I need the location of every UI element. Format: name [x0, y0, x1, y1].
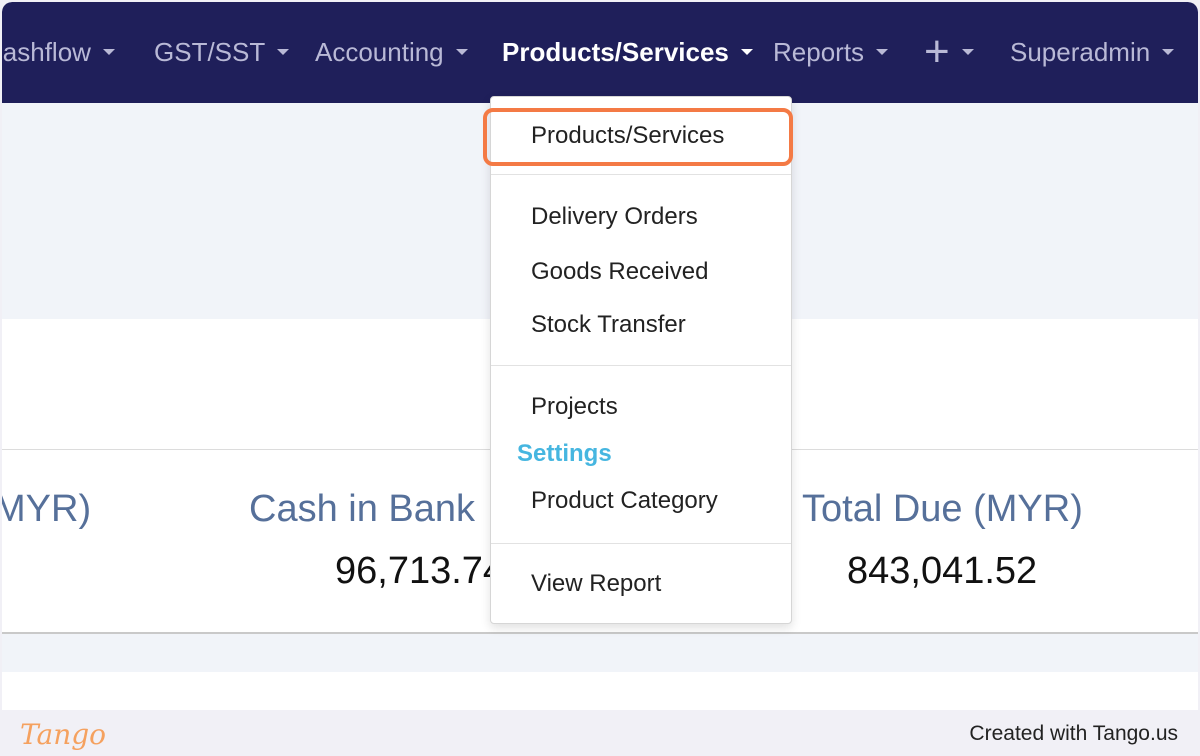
chevron-down-icon [277, 49, 290, 55]
nav-products-services[interactable]: Products/Services [502, 34, 753, 70]
menu-item-stock-transfer[interactable]: Stock Transfer [531, 311, 686, 338]
menu-item-projects[interactable]: Projects [531, 393, 618, 420]
nav-cashflow[interactable]: Cashflow [2, 34, 115, 70]
menu-header-settings: Settings [517, 440, 612, 467]
content-strip [2, 634, 1198, 672]
chevron-down-icon [961, 49, 974, 55]
nav-products-services-label: Products/Services [502, 36, 729, 67]
tango-logo: Tango [20, 718, 107, 751]
chevron-down-icon [102, 49, 115, 55]
total-due-value: 843,041.52 [847, 550, 1038, 592]
nav-gst-sst[interactable]: GST/SST [154, 34, 290, 70]
stat-left-label: MYR) [2, 488, 92, 530]
menu-divider [491, 543, 791, 544]
nav-add[interactable]: + [924, 27, 974, 76]
menu-item-delivery-orders[interactable]: Delivery Orders [531, 203, 698, 230]
nav-cashflow-label: Cashflow [2, 36, 91, 67]
menu-item-goods-received[interactable]: Goods Received [531, 258, 709, 285]
menu-divider [491, 174, 791, 175]
nav-superadmin-label: Superadmin [1010, 36, 1151, 67]
cash-in-bank-value: 96,713.74 [335, 550, 505, 592]
total-due-label: Total Due (MYR) [802, 488, 1083, 530]
menu-item-view-report[interactable]: View Report [531, 570, 662, 597]
cash-in-bank-label: Cash in Bank [249, 488, 476, 530]
nav-gst-sst-label: GST/SST [154, 36, 266, 67]
menu-item-product-category[interactable]: Product Category [531, 487, 718, 514]
chevron-down-icon [740, 49, 753, 55]
nav-reports[interactable]: Reports [773, 34, 889, 70]
menu-divider [491, 365, 791, 366]
footer-bar: Tango Created with Tango.us [0, 710, 1200, 756]
nav-superadmin[interactable]: Superadmin [1010, 34, 1175, 70]
nav-accounting[interactable]: Accounting [315, 34, 468, 70]
nav-reports-label: Reports [773, 36, 865, 67]
content-panel-bottom [2, 672, 1198, 710]
chevron-down-icon [1162, 49, 1175, 55]
products-services-dropdown-menu: Products/Services Delivery Orders Goods … [490, 96, 792, 624]
footer-credit: Created with Tango.us [969, 722, 1178, 745]
menu-item-products-services[interactable]: Products/Services [531, 122, 725, 149]
plus-icon: + [924, 27, 950, 76]
nav-accounting-label: Accounting [315, 36, 444, 67]
chevron-down-icon [455, 49, 468, 55]
highlight-box [483, 108, 793, 166]
top-navbar: Cashflow GST/SST Accounting Products/Ser… [2, 2, 1198, 103]
chevron-down-icon [876, 49, 889, 55]
